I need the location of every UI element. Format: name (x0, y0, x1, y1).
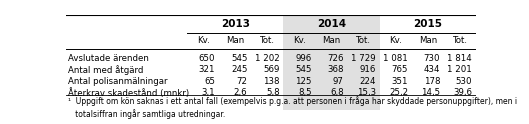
Text: Man: Man (226, 36, 244, 45)
Text: 245: 245 (231, 65, 248, 74)
Text: 72: 72 (236, 77, 248, 86)
Text: Antal med åtgärd: Antal med åtgärd (68, 65, 143, 75)
Text: Återkrav skadestånd (mnkr): Återkrav skadestånd (mnkr) (68, 88, 189, 98)
Text: 6,8: 6,8 (330, 88, 344, 97)
Text: Tot.: Tot. (452, 36, 468, 45)
Text: Tot.: Tot. (356, 36, 371, 45)
Text: 545: 545 (231, 54, 248, 63)
Text: 730: 730 (424, 54, 440, 63)
Text: 1 814: 1 814 (448, 54, 472, 63)
Text: 97: 97 (333, 77, 344, 86)
Text: Tot.: Tot. (260, 36, 275, 45)
Text: 125: 125 (295, 77, 312, 86)
Text: 1 081: 1 081 (384, 54, 408, 63)
Text: 434: 434 (424, 65, 440, 74)
Text: Man: Man (323, 36, 341, 45)
Text: 3,1: 3,1 (202, 88, 215, 97)
Text: Kv.: Kv. (389, 36, 402, 45)
Text: 2014: 2014 (317, 19, 346, 29)
Text: 916: 916 (360, 65, 376, 74)
Text: 2015: 2015 (414, 19, 442, 29)
Text: 15,3: 15,3 (357, 88, 376, 97)
Bar (284, 15, 380, 110)
Text: 650: 650 (199, 54, 215, 63)
Text: Kv.: Kv. (197, 36, 209, 45)
Text: 351: 351 (391, 77, 408, 86)
Text: 14,5: 14,5 (421, 88, 440, 97)
Text: 1 729: 1 729 (351, 54, 376, 63)
Text: Man: Man (419, 36, 437, 45)
Text: 1 202: 1 202 (255, 54, 279, 63)
Text: 39,6: 39,6 (453, 88, 472, 97)
Text: 65: 65 (204, 77, 215, 86)
Text: 5,8: 5,8 (266, 88, 279, 97)
Text: 138: 138 (263, 77, 279, 86)
Text: 368: 368 (327, 65, 344, 74)
Text: 545: 545 (295, 65, 312, 74)
Text: 224: 224 (359, 77, 376, 86)
Text: 569: 569 (263, 65, 279, 74)
Text: Avslutade ärenden: Avslutade ärenden (68, 54, 149, 63)
Text: 178: 178 (424, 77, 440, 86)
Text: 726: 726 (327, 54, 344, 63)
Text: Kv.: Kv. (293, 36, 306, 45)
Text: Antal polisanmälningar: Antal polisanmälningar (68, 77, 168, 86)
Text: 8,5: 8,5 (298, 88, 312, 97)
Text: 1 201: 1 201 (448, 65, 472, 74)
Text: 996: 996 (295, 54, 312, 63)
Text: 765: 765 (391, 65, 408, 74)
Text: 530: 530 (456, 77, 472, 86)
Text: ¹  Uppgift om kön saknas i ett antal fall (exempelvis p.g.a. att personen i fråg: ¹ Uppgift om kön saknas i ett antal fall… (68, 96, 517, 119)
Text: 321: 321 (199, 65, 215, 74)
Text: 2,6: 2,6 (234, 88, 248, 97)
Text: 2013: 2013 (221, 19, 250, 29)
Text: 25,2: 25,2 (389, 88, 408, 97)
